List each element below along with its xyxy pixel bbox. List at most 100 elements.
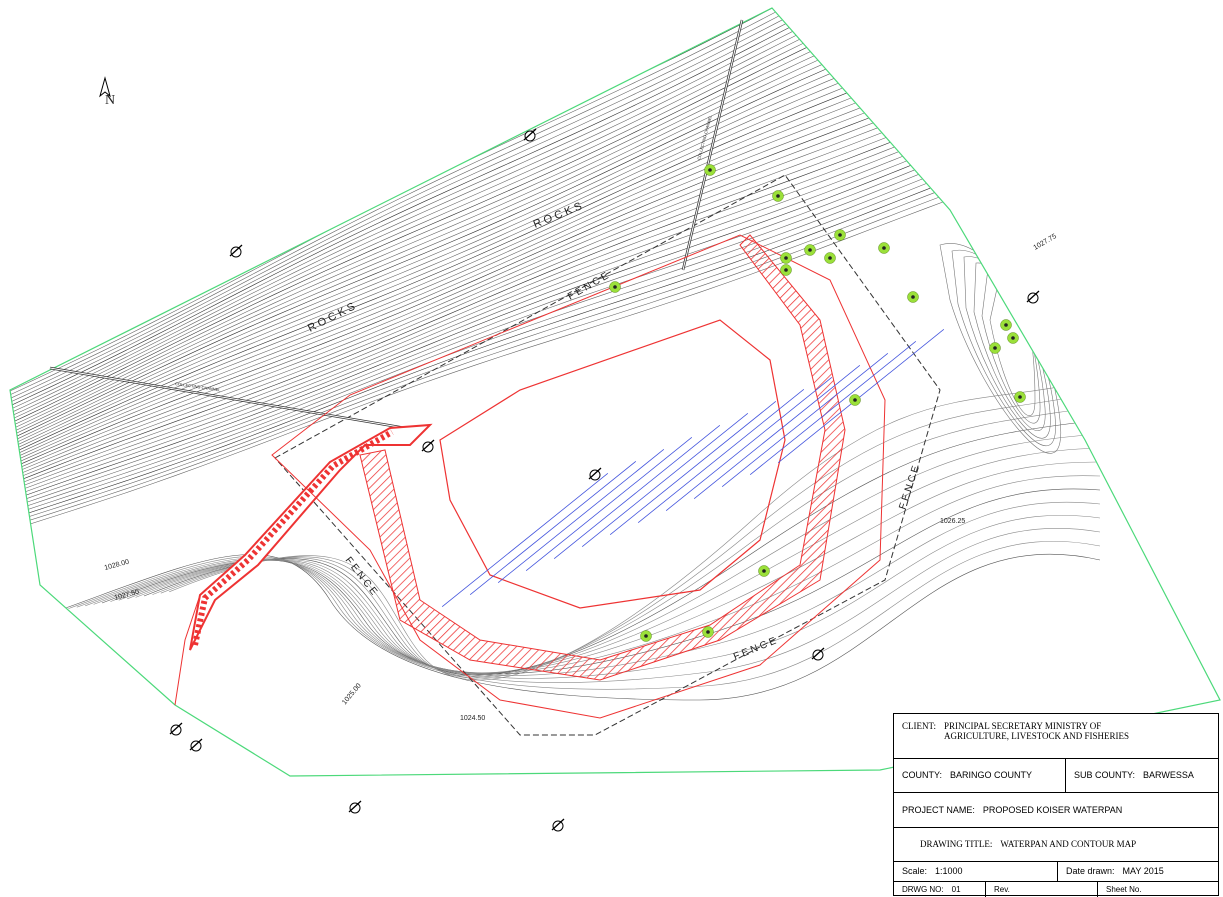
contour-label: 1025.00 [341,682,363,706]
survey-marker [524,130,536,142]
rev-cell: Rev. [986,881,1098,897]
scale-cell: Scale: 1:1000 [894,861,1058,881]
contour-line [10,70,1001,477]
rev-label: Rev. [994,884,1010,894]
scale-label: Scale: [902,866,928,876]
sub-county-cell: SUB COUNTY: BARWESSA [1066,758,1194,792]
drawing-no-cell: DRWG NO: 01 [894,881,986,897]
contour-line [10,134,1001,509]
tree-center [708,168,712,172]
contour-label: 1027.75 [1033,233,1059,252]
contour-line [10,9,1001,451]
survey-marker-arrow [523,128,537,141]
contour-line [10,64,1001,474]
fence-label: F E N C E [566,270,611,302]
tree-center [762,569,766,573]
tree-center [853,398,857,402]
tree-center [613,285,617,289]
survey-marker [552,820,564,832]
fence-line [274,174,941,736]
tree-center [1004,323,1008,327]
survey-marker [589,469,601,481]
stone-spillway [189,423,433,651]
drawing-no-label: DRWG NO: [902,884,944,894]
collecting-channel-inner [682,19,743,271]
survey-marker-arrow [551,818,565,831]
survey-marker-arrow [1026,290,1040,303]
hatch-line [469,461,637,595]
hatch-line [665,377,833,511]
contour-line [143,419,1101,676]
drawing-no-row: DRWG NO: 01 Rev. Sheet No. [894,881,1218,897]
title-block: CLIENT: PRINCIPAL SECRETARY MINISTRY OF A… [893,713,1219,897]
contour-line [10,167,1001,527]
date-value: MAY 2015 [1122,866,1164,876]
survey-marker [190,740,202,752]
drawing-title-cell: DRAWING TITLE: WATERPAN AND CONTOUR MAP [894,827,1136,861]
survey-marker-arrow [229,244,243,257]
survey-marker-arrow [348,800,362,813]
contour-line [10,8,1001,448]
survey-marker [230,246,242,258]
tree-center [706,630,710,634]
collecting-channel-inner [49,367,406,429]
hatch-line [637,389,805,523]
client-label: CLIENT: [902,721,937,731]
contour-line [10,44,1001,465]
contour-line [10,96,1001,489]
hatch-line [553,425,721,559]
contour-line [10,161,1001,523]
client-cell: CLIENT: PRINCIPAL SECRETARY MINISTRY OF A… [894,714,1144,758]
contour-line [10,128,1001,505]
contour-line [10,8,1001,418]
hatch-line [749,341,917,475]
embankment-toe [174,594,201,706]
contour-line [10,90,1001,486]
project-label: PROJECT NAME: [902,804,975,815]
project-value: PROPOSED KOISER WATERPAN [982,804,1123,815]
survey-marker-arrow [421,439,435,452]
contour-line [10,8,1001,400]
scale-row: Scale: 1:1000 Date drawn: MAY 2015 [894,861,1218,882]
survey-marker-arrow [169,722,183,735]
tree-center [993,346,997,350]
survey-marker-arrow [588,467,602,480]
contour-line [10,23,1001,457]
hatch-line [497,449,665,583]
survey-marker [812,649,824,661]
contour-line [10,51,1001,468]
contour-line [10,8,1001,439]
survey-marker [170,724,182,736]
survey-marker-arrow [189,738,203,751]
contour-line [10,8,1001,396]
county-cell: COUNTY: BARINGO COUNTY [894,758,1066,792]
date-label: Date drawn: [1066,866,1115,876]
hatch-line [581,413,749,547]
contour-line [10,77,1001,480]
contour-line [101,488,1101,675]
contour-line [59,554,1101,701]
contour-line [160,391,1101,679]
survey-marker [349,802,361,814]
scale-value: 1:1000 [935,866,963,876]
channel-label: COLLECTING CHANNEL [175,381,222,392]
survey-marker [1027,292,1039,304]
contour-label: 1028.00 [104,559,130,572]
contour-line [10,174,1001,531]
contour-line [85,514,1101,679]
contour-line [10,8,1001,435]
hatch-line [441,473,609,607]
contours [10,8,1101,701]
sheet-label: Sheet No. [1106,884,1142,894]
client-value: PRINCIPAL SECRETARY MINISTRY OF AGRICULT… [944,721,1130,741]
trees [169,128,1040,832]
drawing-no-value: 01 [951,884,961,894]
tree-center [911,295,915,299]
contour-line [10,181,1001,534]
tree-center [1018,395,1022,399]
contour-line [10,83,1001,483]
drawing-title-row: DRAWING TITLE: WATERPAN AND CONTOUR MAP [894,827,1218,862]
client-row: CLIENT: PRINCIPAL SECRETARY MINISTRY OF A… [894,714,1218,759]
tree-center [784,268,788,272]
